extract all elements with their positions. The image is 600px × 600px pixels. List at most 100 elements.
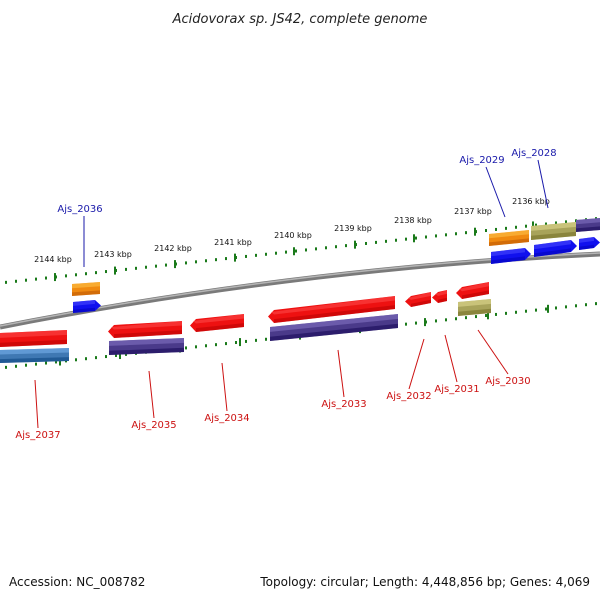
callout-line [444, 334, 458, 383]
gene-ajs-2035-product[interactable] [109, 338, 184, 355]
tick-dot [335, 245, 337, 249]
tick-dot [465, 231, 467, 235]
major-tick [547, 304, 549, 313]
gene-partial-purple[interactable] [576, 218, 600, 232]
forward-tick-track [5, 217, 597, 284]
gene-label-ajs-2035[interactable]: Ajs_2035 [131, 420, 176, 431]
gene-ajs-2033-arrow[interactable] [268, 296, 395, 323]
gene-ajs-2034-arrow[interactable] [190, 314, 244, 332]
gene-ajs-2030-product[interactable] [458, 299, 491, 316]
tick-dot [555, 221, 557, 225]
gene-ajs-2037-arrow[interactable] [0, 330, 67, 347]
tick-dot [595, 302, 597, 306]
tick-label: 2141 kbp [214, 238, 252, 247]
gene-features [0, 218, 600, 363]
tick-dot [145, 265, 147, 269]
tick-dot [515, 310, 517, 314]
tick-label: 2136 kbp [512, 197, 550, 206]
tick-dot [475, 315, 477, 319]
tick-dot [205, 344, 207, 348]
tick-dot [565, 305, 567, 309]
major-tick [119, 351, 121, 360]
gene-partial-blue[interactable] [579, 237, 600, 250]
gene-label-ajs-2032[interactable]: Ajs_2032 [386, 391, 431, 402]
gene-ajs-2033-product[interactable] [270, 314, 398, 341]
topology-text: Topology: circular; Length: 4,448,856 bp… [259, 575, 590, 589]
tick-dot [445, 318, 447, 322]
gene-label-ajs-2036[interactable]: Ajs_2036 [57, 204, 102, 215]
tick-dot [405, 237, 407, 241]
tick-dot [245, 254, 247, 258]
tick-dot [45, 361, 47, 365]
major-tick [424, 318, 426, 327]
gene-label-ajs-2031[interactable]: Ajs_2031 [434, 384, 479, 395]
gene-label-ajs-2033[interactable]: Ajs_2033 [321, 399, 366, 410]
tick-dot [385, 239, 387, 243]
tick-dot [285, 250, 287, 254]
tick-label: 2138 kbp [394, 216, 432, 225]
gene-ajs-2036-product[interactable] [73, 300, 101, 313]
tick-dot [105, 355, 107, 359]
major-tick [59, 357, 61, 366]
callout-line [148, 370, 155, 419]
gene-ajs-2029-product[interactable] [491, 248, 531, 264]
gene-callouts: Ajs_2036 Ajs_2029 Ajs_2028 Ajs_2037 Ajs_2035… [15, 148, 556, 441]
tick-dot [265, 337, 267, 341]
tick-dot [275, 251, 277, 255]
tick-dot [525, 309, 527, 313]
tick-dot [565, 220, 567, 224]
major-tick [114, 266, 116, 275]
tick-dot [225, 342, 227, 346]
gene-label-ajs-2028[interactable]: Ajs_2028 [511, 148, 556, 159]
major-tick [474, 227, 476, 236]
major-tick [532, 221, 534, 230]
tick-dot [245, 339, 247, 343]
tick-dot [325, 246, 327, 250]
tick-dot [555, 306, 557, 310]
gene-ajs-2028-arrow[interactable] [531, 222, 576, 240]
gene-ajs-2032-arrow[interactable] [405, 292, 431, 307]
tick-dot [445, 233, 447, 237]
tick-dot [85, 357, 87, 361]
gene-ajs-2028-product[interactable] [534, 240, 577, 257]
major-tick [239, 338, 241, 347]
tick-dot [125, 267, 127, 271]
callout-line [477, 329, 509, 375]
major-tick [174, 260, 176, 269]
tick-label: 2137 kbp [454, 207, 492, 216]
major-tick [487, 311, 489, 320]
gene-ajs-2035-arrow[interactable] [108, 321, 182, 338]
gene-ajs-2031-arrow[interactable] [432, 290, 447, 303]
gene-ajs-2030-arrow[interactable] [456, 282, 489, 299]
tick-dot [45, 276, 47, 280]
gene-label-ajs-2034[interactable]: Ajs_2034 [204, 413, 249, 424]
tick-dot [5, 365, 7, 369]
tick-dot [235, 341, 237, 345]
tick-dot [535, 223, 537, 227]
gene-label-ajs-2029[interactable]: Ajs_2029 [459, 155, 504, 166]
tick-dot [365, 241, 367, 245]
gene-label-ajs-2030[interactable]: Ajs_2030 [485, 376, 530, 387]
tick-dot [95, 356, 97, 360]
major-tick [234, 253, 236, 262]
tick-label: 2140 kbp [274, 231, 312, 240]
tick-dot [455, 317, 457, 321]
gene-label-ajs-2037[interactable]: Ajs_2037 [15, 430, 60, 441]
gene-ajs-2029-arrow[interactable] [489, 230, 529, 246]
tick-dot [185, 261, 187, 265]
tick-dot [415, 321, 417, 325]
callout-line [34, 379, 39, 429]
gene-ajs-2037-product[interactable] [0, 348, 69, 363]
tick-dot [485, 229, 487, 233]
tick-dot [15, 279, 17, 283]
tick-dot [525, 224, 527, 228]
tick-dot [545, 307, 547, 311]
tick-dot [345, 244, 347, 248]
tick-dot [95, 271, 97, 275]
tick-dot [435, 234, 437, 238]
gene-ajs-2036-arrow[interactable] [72, 282, 100, 296]
tick-dot [125, 352, 127, 356]
tick-dot [75, 358, 77, 362]
callout-line [221, 362, 228, 412]
tick-label: 2143 kbp [94, 250, 132, 259]
